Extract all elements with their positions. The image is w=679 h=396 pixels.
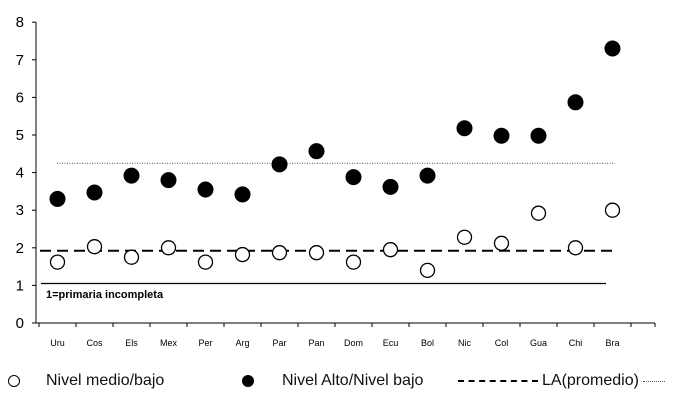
x-tick-label: Mex — [160, 338, 178, 348]
data-point-nivel-medio-bajo[interactable] — [86, 239, 103, 255]
data-point-nivel-medio-bajo[interactable] — [567, 240, 584, 256]
data-point-nivel-alto-nivel-bajo[interactable] — [197, 181, 214, 198]
data-point-nivel-alto-nivel-bajo[interactable] — [345, 169, 362, 186]
data-point-nivel-medio-bajo[interactable] — [382, 242, 399, 258]
x-tick-label: Bra — [605, 338, 619, 348]
dotted-line-icon — [642, 380, 665, 382]
x-tick-label: Col — [495, 338, 509, 348]
data-point-nivel-medio-bajo[interactable] — [604, 202, 621, 218]
chart-canvas: 0 1 2 3 4 5 6 7 8 Uru Cos Els Mex Per Arg Par Pan Dom Ecu B… — [16, 14, 656, 348]
x-tick-label: Per — [198, 338, 212, 348]
data-point-nivel-medio-bajo[interactable] — [123, 249, 140, 265]
x-tick-label: Chi — [569, 338, 583, 348]
data-point-nivel-medio-bajo[interactable] — [345, 254, 362, 270]
data-point-nivel-alto-nivel-bajo[interactable] — [86, 184, 103, 201]
data-point-nivel-alto-nivel-bajo[interactable] — [271, 156, 288, 173]
legend-item-nivel-alto-nivel-bajo[interactable]: Nivel Alto/Nivel bajo — [242, 366, 423, 396]
legend-label: Nivel medio/bajo — [46, 372, 165, 389]
data-point-nivel-alto-nivel-bajo[interactable] — [382, 178, 399, 195]
x-tick-label: Uru — [50, 338, 65, 348]
data-point-nivel-medio-bajo[interactable] — [530, 205, 547, 221]
y-tick-label: 2 — [16, 240, 24, 257]
y-tick-label: 3 — [16, 202, 24, 219]
y-tick-label: 0 — [16, 315, 24, 332]
y-tick-label: 5 — [16, 127, 24, 144]
data-point-nivel-medio-bajo[interactable] — [308, 245, 325, 261]
data-point-nivel-alto-nivel-bajo[interactable] — [604, 40, 621, 57]
legend-item-la-promedio[interactable]: LA(promedio) — [458, 366, 665, 396]
filled-circle-icon — [242, 375, 254, 387]
open-circle-icon — [8, 375, 20, 387]
data-point-nivel-alto-nivel-bajo[interactable] — [419, 167, 436, 184]
data-point-nivel-alto-nivel-bajo[interactable] — [123, 167, 140, 184]
x-tick-label: Els — [125, 338, 138, 348]
legend: Nivel medio/bajo Nivel Alto/Nivel bajo L… — [0, 366, 679, 396]
data-point-nivel-medio-bajo[interactable] — [160, 240, 177, 256]
y-tick-label: 4 — [16, 165, 24, 182]
x-tick-label: Nic — [458, 338, 471, 348]
data-point-nivel-alto-nivel-bajo[interactable] — [567, 94, 584, 111]
data-point-nivel-alto-nivel-bajo[interactable] — [456, 120, 473, 137]
x-tick-label: Par — [272, 338, 286, 348]
data-point-nivel-alto-nivel-bajo[interactable] — [308, 143, 325, 160]
data-point-nivel-medio-bajo[interactable] — [234, 246, 251, 263]
y-tick-label: 1 — [16, 277, 24, 294]
x-tick-label: Bol — [421, 338, 434, 348]
data-point-nivel-medio-bajo[interactable] — [197, 254, 214, 270]
y-tick-label: 8 — [16, 14, 24, 31]
data-point-nivel-alto-nivel-bajo[interactable] — [530, 127, 547, 144]
data-point-nivel-medio-bajo[interactable] — [456, 229, 473, 245]
data-point-nivel-medio-bajo[interactable] — [493, 235, 510, 251]
x-tick-label: Gua — [530, 338, 547, 348]
x-tick-label: Ecu — [383, 338, 399, 348]
data-point-nivel-alto-nivel-bajo[interactable] — [234, 186, 251, 203]
x-tick-label: Pan — [308, 338, 324, 348]
dashed-line-icon — [458, 380, 538, 382]
data-point-nivel-alto-nivel-bajo[interactable] — [493, 127, 510, 144]
data-point-nivel-alto-nivel-bajo[interactable] — [160, 172, 177, 189]
legend-item-nivel-medio-bajo[interactable]: Nivel medio/bajo — [8, 366, 164, 396]
legend-label: LA(promedio) — [542, 372, 639, 389]
x-tick-label: Dom — [344, 338, 363, 348]
y-tick-label: 7 — [16, 52, 24, 69]
legend-label: Nivel Alto/Nivel bajo — [282, 372, 424, 389]
data-point-nivel-medio-bajo[interactable] — [49, 254, 66, 270]
data-point-nivel-medio-bajo[interactable] — [419, 262, 436, 279]
data-point-nivel-alto-nivel-bajo[interactable] — [49, 190, 66, 207]
x-tick-label: Arg — [235, 338, 249, 348]
x-tick-label: Cos — [86, 338, 103, 348]
data-point-nivel-medio-bajo[interactable] — [271, 245, 288, 261]
y-tick-label: 6 — [16, 89, 24, 106]
annotation-primaria-incompleta: 1=primaria incompleta — [46, 289, 164, 301]
